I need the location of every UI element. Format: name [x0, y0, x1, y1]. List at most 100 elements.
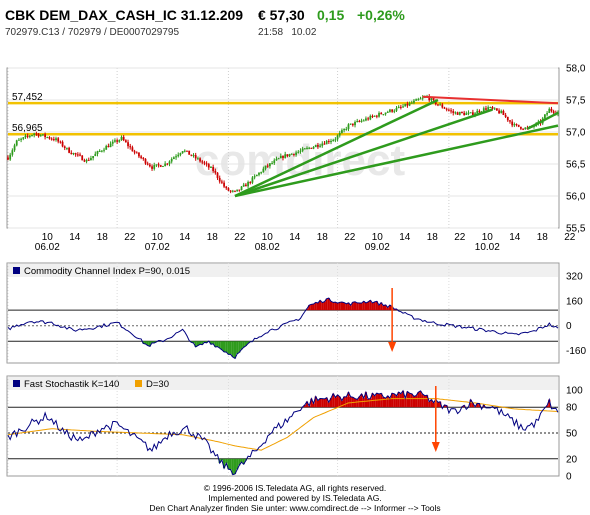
cci-line [7, 297, 559, 360]
candle-body [299, 150, 302, 152]
price-x-tick-label: 10 [482, 232, 494, 243]
price-y-tick-label: 57,5 [566, 96, 586, 107]
price-x-tick-label: 18 [427, 232, 439, 243]
candle-body [188, 150, 191, 155]
price-x-tick-label: 10 [262, 232, 274, 243]
candle-body [225, 186, 228, 189]
candle-body [489, 107, 492, 109]
candle-body [255, 174, 258, 177]
candle-body [406, 103, 409, 106]
hline-value-label: 56,965 [12, 123, 43, 134]
cci-legend-label: Commodity Channel Index P=90, 0.015 [24, 266, 190, 277]
candle-body [395, 107, 398, 111]
candle-body [323, 143, 326, 145]
candle-body [269, 163, 271, 167]
candle-body [369, 115, 372, 120]
resistance-line [422, 95, 559, 105]
candle-body [207, 164, 210, 168]
candle-body [100, 150, 103, 152]
candle-body [231, 190, 234, 192]
candle-body [103, 149, 105, 151]
date: 10.02 [291, 27, 317, 38]
candle-body [552, 111, 555, 113]
price-x-tick-label: 22 [344, 232, 356, 243]
candle-body [343, 129, 346, 131]
candle-body [358, 120, 361, 122]
price-x-tick-label: 18 [207, 232, 219, 243]
analyzer-link-line[interactable]: Den Chart Analyzer finden Sie unter: www… [149, 503, 441, 513]
candle-body [498, 110, 500, 114]
candle-body [153, 165, 156, 169]
candle-body [517, 124, 520, 127]
cci-fill [142, 298, 398, 359]
candle-body [391, 109, 394, 112]
candle-body [79, 154, 81, 156]
candle-body [349, 123, 352, 125]
price-x-tick-label: 10 [152, 232, 164, 243]
candle-body [297, 151, 300, 153]
price-y-tick-label: 58,0 [566, 64, 586, 75]
candle-body [68, 147, 71, 153]
candle-body [306, 147, 308, 149]
candle-body [223, 182, 225, 187]
candle-body [506, 116, 509, 121]
price-x-tick-label: 22 [564, 232, 576, 243]
price-x-tick-label: 14 [289, 232, 301, 243]
candle-body [177, 154, 180, 157]
candle-body [458, 111, 461, 115]
candle-body [378, 112, 380, 117]
candle-body [118, 139, 121, 142]
candle-body [218, 177, 221, 182]
candle-body [87, 159, 90, 161]
candle-body [467, 112, 470, 114]
candle-body [354, 122, 356, 126]
candle-body [242, 184, 245, 187]
candle-body [138, 152, 140, 157]
candle-body [447, 109, 450, 111]
candle-body [413, 100, 415, 103]
candle-body [210, 166, 212, 168]
candle-body [293, 153, 295, 155]
candle-body [288, 154, 291, 157]
price-x-tick-label: 14 [509, 232, 521, 243]
price-x-tick-label: 18 [537, 232, 549, 243]
candle-body [238, 189, 241, 191]
candle-body [495, 108, 498, 111]
candle-body [327, 141, 330, 143]
candle-body [192, 155, 195, 157]
price-y-ticks: 58,0 57,5 57,0 56,5 56,0 55,5 [566, 64, 586, 235]
candle-body [314, 145, 317, 147]
candle-body [205, 163, 208, 165]
candle-body [105, 145, 108, 150]
candle-body [59, 141, 62, 143]
candle-body [127, 142, 129, 147]
candle-body [319, 145, 322, 147]
candle-body [109, 143, 112, 148]
day-label: 09.02 [365, 242, 390, 253]
candle-body [463, 112, 466, 115]
candle-body [384, 112, 387, 115]
candle-body [317, 145, 319, 147]
candle-body [389, 109, 391, 112]
candle-body [111, 141, 114, 144]
cci-series-line [7, 297, 559, 360]
trend-lines [234, 95, 559, 198]
day-label: 06.02 [35, 242, 60, 253]
price-y-tick-label: 56,0 [566, 192, 586, 203]
price-x-tick-label: 10 [372, 232, 384, 243]
candle-body [345, 129, 348, 131]
candle-body [282, 155, 284, 158]
candle-body [26, 135, 29, 137]
candle-body [443, 107, 446, 109]
candle-body [181, 151, 184, 154]
cci-y-tick-label: 320 [566, 272, 583, 283]
candle-body [61, 141, 64, 147]
candle-body [227, 188, 230, 191]
candle-body [524, 127, 527, 130]
candle-body [144, 158, 147, 164]
candle-body [522, 128, 524, 130]
candle-body [179, 153, 182, 155]
candle-body [382, 114, 385, 116]
